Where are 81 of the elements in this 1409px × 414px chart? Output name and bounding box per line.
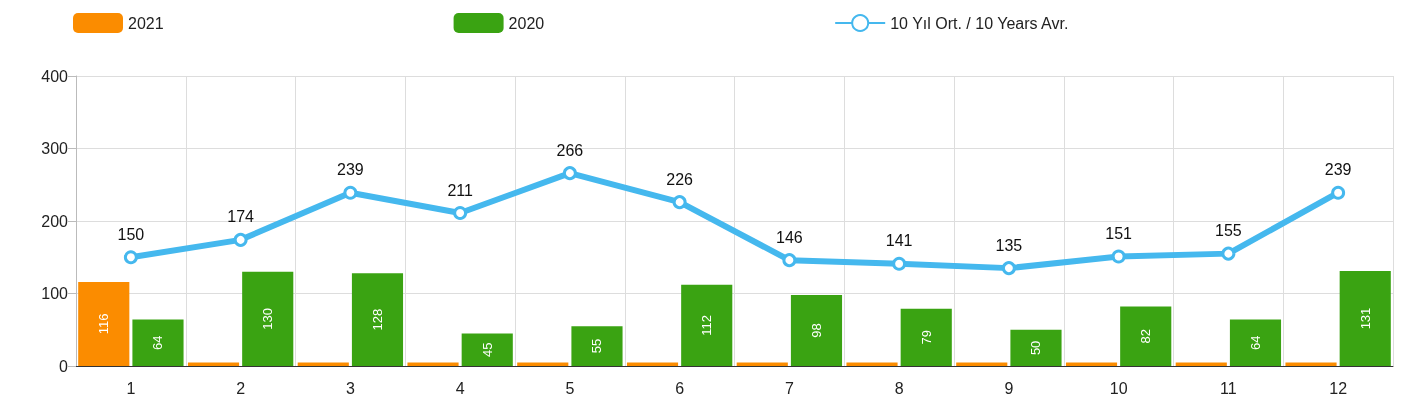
point	[1111, 249, 1126, 264]
bar	[187, 362, 240, 366]
point	[782, 253, 797, 268]
x-tick-label: 4	[455, 379, 465, 397]
data-label: 135	[995, 236, 1023, 254]
x-tick-label: 11	[1220, 379, 1237, 397]
x-tick-label: 10	[1109, 379, 1128, 397]
bar	[78, 281, 130, 366]
y-tick-label: 200	[41, 212, 69, 230]
data-label: 45	[479, 342, 495, 357]
bar	[242, 271, 294, 366]
bar	[681, 284, 733, 366]
data-label: 239	[337, 161, 364, 179]
x-tick-label: 7	[784, 379, 794, 397]
data-label: 131	[1357, 307, 1373, 330]
bar	[1065, 362, 1118, 366]
data-label: 130	[260, 308, 276, 330]
point	[453, 206, 468, 221]
data-label: 141	[885, 232, 913, 250]
x-tick-label: 12	[1329, 379, 1348, 397]
y-tick-label: 0	[59, 357, 69, 375]
data-label: 55	[589, 338, 605, 354]
bar	[1339, 271, 1391, 366]
data-label: 155	[1215, 222, 1242, 240]
data-label: 79	[918, 330, 934, 345]
data-label: 266	[556, 141, 584, 159]
y-tick-label: 300	[41, 140, 69, 157]
legend-label: 2021	[128, 14, 164, 32]
data-label: 151	[1105, 225, 1133, 243]
bar	[461, 333, 513, 366]
point	[892, 256, 907, 271]
x-tick-label: 1	[126, 379, 136, 397]
point	[562, 166, 577, 181]
bar	[626, 362, 679, 366]
bar	[132, 319, 184, 366]
bar	[1285, 362, 1337, 366]
data-label: 98	[808, 323, 824, 338]
data-label: 112	[699, 315, 715, 336]
data-label: 64	[150, 335, 166, 351]
bar	[1010, 329, 1062, 366]
data-label: 128	[369, 308, 385, 331]
x-tick-label: 9	[1004, 379, 1014, 397]
bar	[1229, 319, 1282, 366]
x-tick-label: 3	[345, 379, 355, 397]
bar	[351, 273, 404, 366]
bar	[517, 362, 569, 366]
bar	[790, 294, 843, 366]
bar	[900, 308, 952, 366]
point	[123, 250, 138, 265]
bar	[571, 326, 623, 366]
data-label: 150	[117, 225, 145, 243]
point	[1221, 246, 1236, 261]
y-tick-label: 400	[41, 67, 69, 85]
data-label: 82	[1138, 329, 1154, 344]
y-tick-label: 100	[41, 285, 69, 302]
data-label: 50	[1028, 340, 1044, 356]
point	[233, 232, 248, 247]
point	[1001, 261, 1016, 276]
data-label: 226	[666, 170, 694, 188]
bar	[846, 362, 898, 366]
data-label: 146	[776, 228, 803, 246]
x-tick-label: 5	[565, 379, 575, 397]
bar	[1175, 362, 1227, 366]
legend-label: 2020	[508, 14, 545, 32]
data-label: 239	[1324, 161, 1352, 179]
x-tick-label: 6	[675, 379, 685, 397]
x-tick-label: 8	[894, 379, 904, 397]
bar	[736, 362, 788, 366]
legend-label: 10 Yıl Ort. / 10 Years Avr.	[890, 14, 1069, 32]
point	[343, 185, 358, 200]
point	[1331, 185, 1346, 200]
data-label: 64	[1247, 335, 1263, 351]
bar	[956, 362, 1008, 366]
x-tick-label: 2	[236, 379, 246, 397]
data-label: 211	[447, 181, 473, 199]
data-label: 174	[227, 208, 255, 226]
bar	[1120, 306, 1172, 366]
data-label: 116	[96, 313, 112, 335]
bar	[407, 362, 459, 366]
bar	[297, 362, 349, 366]
point	[672, 195, 687, 210]
